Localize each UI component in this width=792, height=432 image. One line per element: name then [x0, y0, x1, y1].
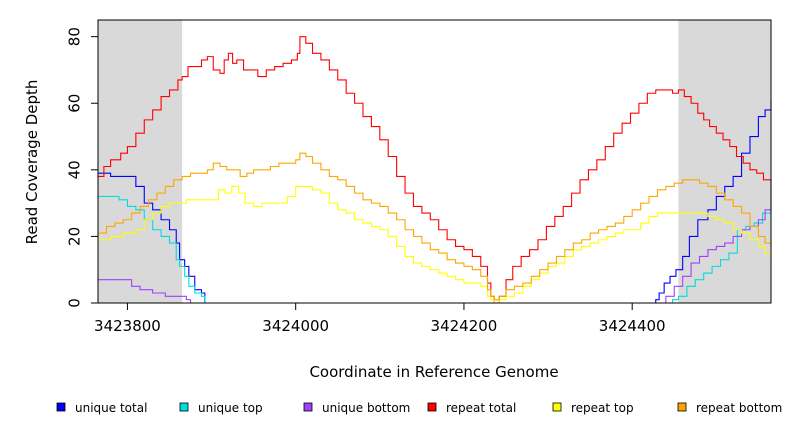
legend-swatch-unique-total	[56, 402, 66, 412]
y-tick-label: 80	[66, 27, 84, 46]
legend: unique total unique top unique bottom repea…	[56, 401, 782, 415]
shaded-region-2	[678, 20, 771, 303]
series-lines	[98, 36, 772, 304]
legend-swatch-repeat-total	[427, 402, 437, 412]
legend-label: repeat top	[571, 401, 634, 415]
legend-label: unique top	[198, 401, 263, 415]
x-tick-label: 3424200	[431, 317, 498, 335]
series-line-repeat-bottom	[98, 152, 772, 301]
series-line-unique-bottom	[98, 203, 772, 304]
x-tick-label: 3424000	[262, 317, 329, 335]
legend-swatch-unique-top	[179, 402, 189, 412]
plot-frame	[97, 19, 772, 304]
shaded-region-1	[98, 20, 183, 303]
y-tick-label: 0	[66, 298, 84, 308]
x-tick-label: 3424400	[599, 317, 666, 335]
y-tick-label: 20	[66, 227, 84, 246]
y-tick-label: 40	[66, 160, 84, 179]
series-line-repeat-total	[98, 36, 772, 304]
series-line-unique-total	[98, 99, 772, 304]
legend-label: unique bottom	[322, 401, 410, 415]
x-axis-label: Coordinate in Reference Genome	[309, 363, 558, 381]
y-axis: 0 20 40 60 80	[66, 20, 99, 308]
legend-label: unique total	[75, 401, 147, 415]
legend-label: repeat total	[446, 401, 516, 415]
x-tick-label: 3423800	[94, 317, 161, 335]
y-tick-label: 60	[66, 94, 84, 113]
legend-swatch-repeat-top	[552, 402, 562, 412]
legend-swatch-repeat-bottom	[677, 402, 687, 412]
legend-swatch-unique-bottom	[303, 402, 313, 412]
x-axis: 3423800 3424000 3424200 3424400	[94, 302, 771, 335]
shaded-regions	[98, 20, 771, 303]
legend-label: repeat bottom	[696, 401, 782, 415]
y-axis-label: Read Coverage Depth	[23, 80, 41, 245]
series-line-repeat-top	[98, 185, 772, 304]
